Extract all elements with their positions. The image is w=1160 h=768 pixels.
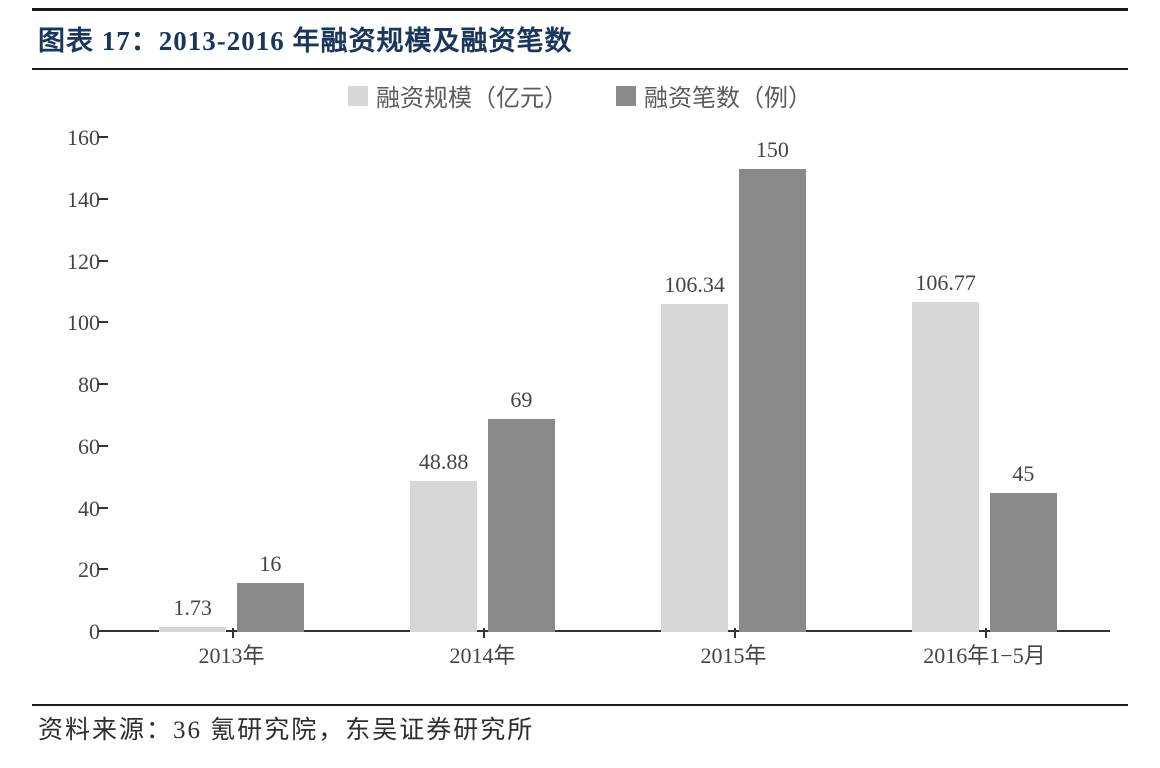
y-tick-mark bbox=[98, 630, 108, 632]
bar-series-2: 69 bbox=[488, 419, 556, 632]
chart-legend: 融资规模（亿元） 融资笔数（例） bbox=[0, 78, 1160, 113]
x-category-label: 2016年1−5月 bbox=[923, 638, 1045, 670]
y-tick-label: 80 bbox=[48, 372, 100, 398]
bar-value-label: 48.88 bbox=[419, 449, 469, 475]
bar-value-label: 16 bbox=[259, 551, 281, 577]
y-tick-mark bbox=[98, 568, 108, 570]
footer-rule bbox=[32, 704, 1128, 706]
legend-item-series-1: 融资规模（亿元） bbox=[348, 78, 568, 113]
legend-item-series-2: 融资笔数（例） bbox=[616, 78, 812, 113]
y-tick-mark bbox=[98, 321, 108, 323]
y-tick-mark bbox=[98, 445, 108, 447]
y-tick-label: 0 bbox=[48, 619, 100, 645]
bar-series-2: 16 bbox=[237, 583, 305, 632]
x-category-label: 2015年 bbox=[700, 638, 766, 670]
chart-plot: 1.731648.8869106.34150106.7745 020406080… bbox=[32, 120, 1128, 678]
bar-series-1: 48.88 bbox=[410, 481, 478, 632]
y-tick-mark bbox=[98, 136, 108, 138]
bar-series-1: 106.77 bbox=[912, 302, 980, 632]
x-tick-mark bbox=[734, 628, 736, 638]
chart-plot-inner: 1.731648.8869106.34150106.7745 bbox=[106, 138, 1110, 632]
chart-source: 资料来源：36 氪研究院，东吴证券研究所 bbox=[38, 710, 534, 746]
y-tick-label: 120 bbox=[48, 249, 100, 275]
y-tick-label: 140 bbox=[48, 187, 100, 213]
y-tick-label: 100 bbox=[48, 310, 100, 336]
bar-series-1: 106.34 bbox=[661, 304, 729, 632]
x-tick-mark bbox=[232, 628, 234, 638]
legend-swatch-series-1 bbox=[348, 86, 368, 106]
y-tick-mark bbox=[98, 507, 108, 509]
x-tick-mark bbox=[985, 628, 987, 638]
y-tick-label: 20 bbox=[48, 557, 100, 583]
chart-title-bar: 图表 17：2013-2016 年融资规模及融资笔数 bbox=[32, 8, 1128, 70]
legend-label-series-2: 融资笔数（例） bbox=[644, 78, 812, 113]
bar-series-2: 45 bbox=[990, 493, 1058, 632]
y-tick-mark bbox=[98, 260, 108, 262]
y-tick-label: 60 bbox=[48, 434, 100, 460]
x-tick-mark bbox=[483, 628, 485, 638]
x-category-label: 2014年 bbox=[449, 638, 515, 670]
bar-value-label: 106.77 bbox=[915, 270, 976, 296]
chart-title: 图表 17：2013-2016 年融资规模及融资笔数 bbox=[38, 26, 573, 56]
legend-swatch-series-2 bbox=[616, 86, 636, 106]
bar-series-1: 1.73 bbox=[159, 627, 227, 632]
bar-value-label: 106.34 bbox=[664, 272, 725, 298]
bar-value-label: 1.73 bbox=[173, 595, 212, 621]
bar-value-label: 69 bbox=[510, 387, 532, 413]
x-category-label: 2013年 bbox=[198, 638, 264, 670]
bar-series-2: 150 bbox=[739, 169, 807, 632]
y-tick-label: 40 bbox=[48, 496, 100, 522]
bar-value-label: 45 bbox=[1012, 461, 1034, 487]
legend-label-series-1: 融资规模（亿元） bbox=[376, 78, 568, 113]
bar-value-label: 150 bbox=[756, 137, 789, 163]
y-tick-mark bbox=[98, 198, 108, 200]
y-tick-label: 160 bbox=[48, 125, 100, 151]
y-tick-mark bbox=[98, 383, 108, 385]
